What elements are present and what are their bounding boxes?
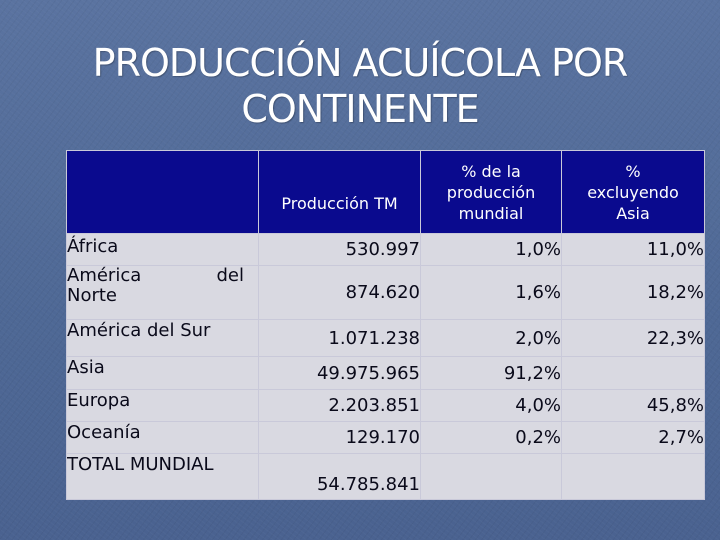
cell-pct-mundial: 91,2% (420, 356, 562, 390)
table-row: América del Sur 1.071.238 2,0% 22,3% (66, 319, 705, 357)
slide-title-line-1: PRODUCCIÓN ACUÍCOLA POR (92, 41, 629, 85)
cell-pct-excl-asia: 11,0% (561, 233, 705, 266)
row-label: América del Norte (66, 265, 259, 320)
cell-pct-excl-asia: 22,3% (561, 319, 705, 357)
cell-produccion: 49.975.965 (258, 356, 421, 390)
header-pct-mundial-line-3: mundial (458, 203, 524, 223)
cell-pct-excl-asia: 18,2% (561, 265, 705, 320)
header-produccion: Producción TM (258, 150, 421, 234)
cell-pct-excl-asia: 2,7% (561, 421, 705, 454)
row-label-part: del (216, 265, 244, 286)
cell-pct-mundial: 0,2% (420, 421, 562, 454)
table-row: Europa 2.203.851 4,0% 45,8% (66, 389, 705, 422)
header-row: Producción TM % de la producción mundial… (66, 150, 705, 234)
cell-pct-mundial (420, 453, 562, 500)
cell-pct-mundial: 4,0% (420, 389, 562, 422)
table-row: Asia 49.975.965 91,2% (66, 356, 705, 390)
table-row: Oceanía 129.170 0,2% 2,7% (66, 421, 705, 454)
table-row: América del Norte 874.620 1,6% 18,2% (66, 265, 705, 320)
row-label-line-1: América del (67, 265, 258, 287)
row-label: África (66, 233, 259, 266)
cell-pct-mundial: 2,0% (420, 319, 562, 357)
slide-title: PRODUCCIÓN ACUÍCOLA POR CONTINENTE (0, 40, 720, 132)
cell-pct-mundial: 1,0% (420, 233, 562, 266)
row-label: Asia (66, 356, 259, 390)
row-label: TOTAL MUNDIAL (66, 453, 259, 500)
cell-produccion: 129.170 (258, 421, 421, 454)
row-label: Europa (66, 389, 259, 422)
header-pct-excl-asia-line-3: Asia (616, 203, 650, 223)
table-row: África 530.997 1,0% 11,0% (66, 233, 705, 266)
header-produccion-label: Producción TM (281, 193, 398, 213)
slide-title-line-2: CONTINENTE (241, 87, 479, 131)
header-empty-cell (66, 150, 259, 234)
production-table: Producción TM % de la producción mundial… (66, 150, 705, 500)
cell-produccion: 1.071.238 (258, 319, 421, 357)
row-label: América del Sur (66, 319, 259, 357)
header-pct-mundial-line-1: % de la (461, 161, 521, 181)
row-label-part: América (67, 265, 142, 286)
cell-produccion: 874.620 (258, 265, 421, 320)
cell-pct-mundial: 1,6% (420, 265, 562, 320)
cell-produccion: 2.203.851 (258, 389, 421, 422)
header-pct-mundial-line-2: producción (446, 182, 536, 202)
cell-pct-excl-asia (561, 453, 705, 500)
table-row-total: TOTAL MUNDIAL 54.785.841 (66, 453, 705, 500)
header-pct-mundial: % de la producción mundial (420, 150, 562, 234)
row-label-line-2: Norte (67, 285, 118, 306)
row-label: Oceanía (66, 421, 259, 454)
cell-pct-excl-asia: 45,8% (561, 389, 705, 422)
header-pct-excl-asia: % excluyendo Asia (561, 150, 705, 234)
header-pct-excl-asia-line-2: excluyendo (587, 182, 679, 202)
header-pct-excl-asia-line-1: % (625, 161, 641, 181)
cell-produccion: 54.785.841 (258, 453, 421, 500)
cell-produccion: 530.997 (258, 233, 421, 266)
cell-pct-excl-asia (561, 356, 705, 390)
